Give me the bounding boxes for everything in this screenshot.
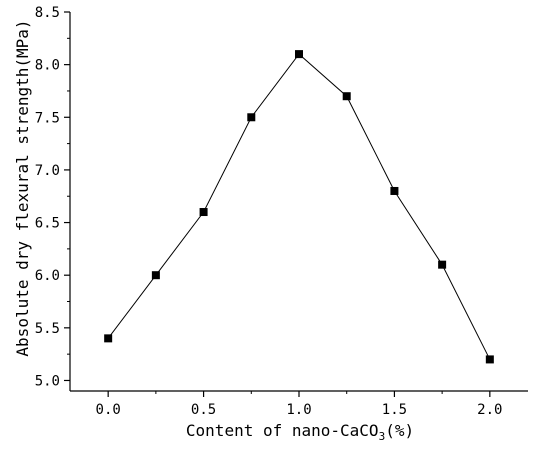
data-point (104, 334, 113, 343)
x-tick-label: 2.0 (477, 402, 502, 418)
axes (64, 11, 528, 397)
tick-labels: 0.0 0.5 1.0 1.5 2.0 5.0 5.5 6.0 6.5 7.0 7.5 8.0 8.5 (35, 5, 503, 418)
x-axis-title-subscript: 3 (379, 430, 386, 443)
x-tick-label: 0.5 (191, 402, 216, 418)
data-point (247, 113, 256, 122)
data-point (151, 271, 160, 280)
data-point (390, 186, 399, 195)
series-line (107, 53, 491, 360)
y-tick-label: 8.0 (35, 58, 60, 74)
data-point (295, 50, 303, 59)
x-tick-label: 0.0 (96, 402, 121, 418)
data-point (199, 208, 208, 217)
data-point (485, 355, 494, 364)
y-tick-label: 5.0 (35, 373, 60, 389)
y-tick-label: 6.0 (35, 268, 60, 284)
data-point (342, 92, 351, 101)
y-tick-label: 7.0 (35, 163, 60, 179)
y-axis-title: Absolute dry flexural strength(MPa) (13, 19, 32, 356)
x-axis-title-main: Content of nano-CaCO (186, 421, 379, 440)
y-tick-label: 7.5 (35, 110, 60, 126)
series-layer (104, 50, 494, 364)
x-tick-label: 1.5 (382, 402, 407, 418)
y-tick-label: 6.5 (35, 216, 60, 232)
y-tick-label: 5.5 (35, 321, 60, 337)
x-tick-label: 1.0 (286, 402, 311, 418)
data-point (438, 260, 447, 269)
x-axis-title-unit: (%) (385, 421, 414, 440)
y-tick-label: 8.5 (35, 5, 60, 21)
x-axis-title: Content of nano-CaCO3(%) (186, 421, 414, 443)
